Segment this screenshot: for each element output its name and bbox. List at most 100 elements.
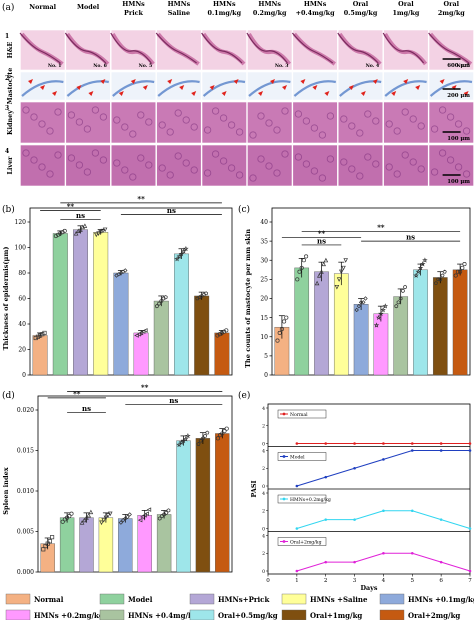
data-point	[73, 230, 79, 236]
data-point	[460, 265, 465, 270]
significance-label: ns	[76, 211, 85, 220]
legend-label: HMNs+Prick	[218, 595, 269, 604]
legend-swatch	[281, 593, 307, 605]
series-point	[353, 518, 356, 521]
data-point	[94, 232, 99, 238]
legend-marker	[282, 455, 286, 458]
tissue-cell	[129, 130, 137, 138]
x-tick-label: 7	[468, 578, 472, 584]
tissue-edge	[64, 32, 107, 64]
tissue-cell	[166, 171, 174, 179]
significance-label: **	[141, 383, 149, 392]
tissue-cell	[121, 123, 129, 131]
data-point	[43, 544, 48, 549]
tissue-edge	[246, 32, 288, 64]
data-point	[180, 248, 187, 254]
legend-label: HMNs +0.2mg/kg	[34, 611, 104, 620]
chart-mastocyte-counts: 0 5 10 15 20 25 30 35 40 The counts of mastocyte …	[244, 207, 471, 379]
data-point	[166, 508, 171, 513]
significance-label: ns	[169, 396, 178, 405]
y-tick-label: 0	[262, 441, 265, 447]
tissue-cell	[203, 126, 212, 134]
scale-label: 600 μm	[447, 63, 470, 69]
data-point	[201, 292, 206, 297]
tissue-cell	[265, 119, 273, 127]
sample-id: No. 6	[93, 63, 107, 69]
data-point	[123, 268, 128, 273]
bar	[137, 515, 152, 573]
row-index: 3	[5, 105, 9, 112]
tissue-cell	[38, 163, 46, 171]
data-point	[96, 231, 101, 236]
tissue-cell	[454, 163, 463, 171]
row-label: Kidney	[6, 110, 14, 135]
tissue-cell	[364, 153, 372, 161]
tissue-cell	[340, 158, 348, 166]
tissue-cell	[22, 106, 30, 114]
data-point	[396, 300, 401, 305]
data-point	[183, 245, 189, 252]
data-point	[105, 513, 111, 518]
data-point	[174, 256, 180, 262]
scale-label: 100 μm	[447, 136, 470, 142]
y-tick-label: 4	[262, 448, 265, 454]
data-point	[361, 300, 366, 305]
arrow-marker	[28, 79, 33, 84]
series-point	[468, 449, 472, 452]
data-point	[67, 514, 72, 519]
data-point	[297, 269, 302, 274]
legend-swatch	[5, 609, 31, 620]
legend-swatch	[5, 593, 31, 605]
data-point	[58, 231, 63, 236]
data-point	[160, 514, 164, 519]
tissue-cell	[54, 108, 62, 116]
series-point	[353, 442, 356, 445]
legend-swatch	[379, 609, 405, 620]
y-axis-label: Thickness of epidermis(μm)	[2, 247, 10, 351]
tissue-cell	[75, 118, 84, 126]
significance-label: ns	[82, 404, 91, 413]
data-point	[224, 426, 229, 431]
micrograph-tile	[337, 71, 384, 101]
series-point	[324, 442, 328, 445]
tissue-cell	[302, 160, 311, 168]
data-point	[356, 303, 362, 309]
micrograph-tile	[156, 71, 202, 101]
group-header: Saline	[168, 9, 190, 17]
series-point	[353, 466, 356, 470]
group-header: +0.4mg/kg	[296, 9, 335, 17]
legend-label: Oral+0.5mg/kg	[218, 611, 278, 620]
series-point	[382, 442, 385, 445]
panel-label-e: (e)	[238, 390, 250, 401]
tissue-layer	[202, 80, 246, 97]
y-tick-label: 0.020	[17, 407, 34, 414]
group-header: 1mg/kg	[392, 9, 419, 17]
data-point	[56, 232, 61, 237]
series-point	[410, 449, 414, 452]
tissue-cell	[99, 156, 108, 164]
bar	[432, 277, 448, 376]
tissue-cell	[46, 170, 54, 178]
y-tick-label: 100	[15, 245, 27, 252]
tissue-cell	[182, 116, 190, 124]
data-point	[220, 431, 225, 436]
y-tick-label: 4	[262, 533, 265, 539]
tissue-cell	[158, 164, 166, 172]
arrow-marker	[451, 85, 457, 90]
tissue-cell	[364, 110, 372, 118]
data-point	[176, 253, 183, 259]
data-point	[195, 296, 200, 301]
group-header: HMNs	[258, 0, 281, 8]
panel-label-a: (a)	[2, 2, 14, 13]
data-point	[224, 328, 229, 333]
series-point	[468, 527, 472, 530]
significance-label: **	[137, 194, 145, 203]
significance-label: ns	[406, 233, 415, 242]
legend-label: HMNs +Saline	[310, 595, 368, 604]
series-point	[410, 442, 414, 445]
micrograph-tile	[247, 101, 293, 144]
series-point	[324, 518, 328, 521]
arrow-marker	[209, 85, 215, 90]
row-label: Mastocyte	[6, 68, 14, 105]
arrow-marker	[118, 91, 124, 96]
